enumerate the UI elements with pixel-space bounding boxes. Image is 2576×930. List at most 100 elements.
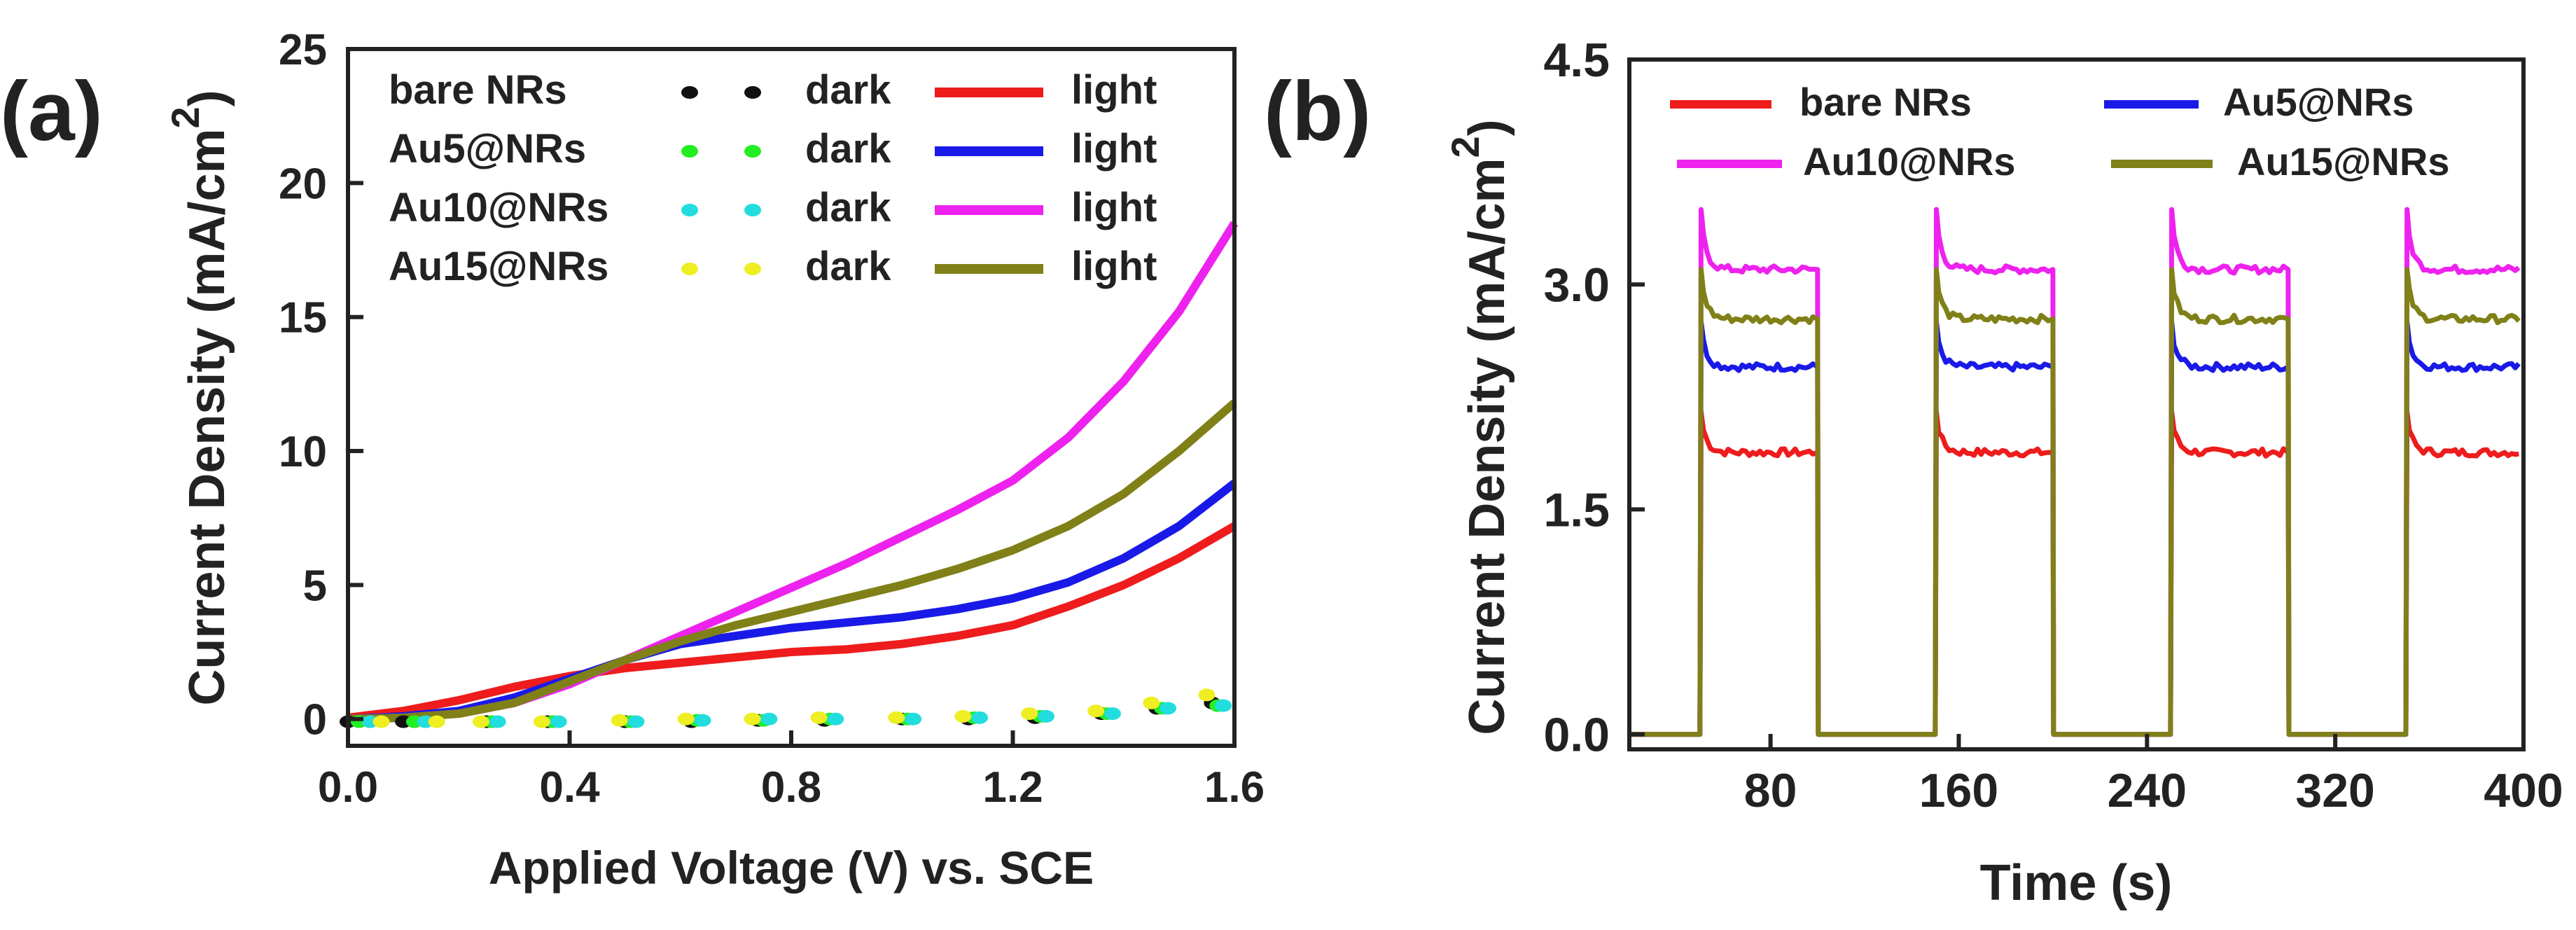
panel-a-dark-point — [1198, 688, 1216, 702]
panel-a-y-ticks: 0 5 10 15 20 25 — [279, 26, 363, 744]
panel-a-dark-point — [810, 711, 828, 724]
panel-a-y-tick-label: 5 — [303, 562, 327, 610]
panel-a-x-ticks: 0.0 0.4 0.8 1.2 1.6 — [318, 730, 1265, 812]
panel-a-dark-point — [1037, 709, 1054, 723]
panel-a-dark-point — [1103, 707, 1121, 721]
panel-a-light-line — [347, 399, 1237, 723]
panel-a-legend-light-label: light — [1071, 185, 1157, 230]
panel-b-y-tick-label: 1.5 — [1543, 483, 1610, 536]
panel-b-series-line — [1629, 207, 2521, 737]
panel-b-legend: bare NRs Au5@NRs Au10@NRs Au15@NRs — [1670, 80, 2450, 183]
panel-b-y-tick-label: 4.5 — [1543, 34, 1610, 87]
panel-b-y-tick-label: 3.0 — [1543, 258, 1610, 312]
panel-a-legend: bare NRs dark light Au5@NRs dark light Au10@NR… — [389, 67, 1157, 289]
panel-b-x-tick-label: 80 — [1744, 764, 1797, 817]
panel-b-series-line — [1629, 409, 2519, 737]
panel-a: (a) 0.0 0.4 0.8 1.2 1.6 0 5 10 15 20 25 Applied V… — [0, 26, 1265, 894]
panel-a-dark-point — [533, 715, 550, 728]
panel-a-legend-sample: Au15@NRs — [389, 244, 608, 289]
panel-a-legend-dark-marker — [681, 86, 698, 99]
panel-a-x-tick-label: 0.4 — [539, 763, 600, 812]
panel-a-dark-point — [760, 712, 778, 726]
panel-a-x-tick-label: 0.0 — [318, 763, 378, 812]
panel-a-dark-point — [489, 715, 506, 728]
panel-a-dark-point — [905, 712, 922, 726]
panel-a-y-tick-label: 10 — [279, 428, 327, 476]
panel-a-legend-dark-label: dark — [805, 185, 891, 230]
panel-b-label: (b) — [1264, 64, 1371, 158]
panel-a-dark-point — [1160, 702, 1177, 715]
panel-b-legend-label: bare NRs — [1799, 80, 1972, 124]
panel-a-light-curves — [347, 221, 1239, 723]
panel-a-legend-dark-label: dark — [805, 67, 891, 113]
panel-a-dark-point — [1143, 696, 1160, 709]
panel-a-dark-point — [611, 714, 628, 727]
panel-a-dark-point — [1215, 699, 1232, 712]
panel-a-y-tick-label: 0 — [303, 696, 327, 744]
panel-b-y-axis-title-close: ) — [1459, 119, 1515, 136]
panel-a-legend-dark-label: dark — [805, 126, 891, 172]
panel-a-legend-dark-marker — [744, 145, 761, 158]
panel-b-series-line — [1629, 267, 2521, 737]
panel-a-legend-dark-marker — [744, 86, 761, 99]
panel-a-legend-light-label: light — [1071, 244, 1157, 289]
panel-b-y-axis-title: Current Density (mA/cm2) — [1443, 119, 1515, 735]
panel-a-legend-sample: Au10@NRs — [389, 185, 608, 230]
panel-a-legend-dark-marker — [681, 263, 698, 275]
panel-a-y-tick-label: 25 — [279, 26, 327, 74]
panel-a-legend-sample: Au5@NRs — [389, 126, 586, 172]
panel-a-y-axis-title: Current Density (mA/cm2) — [163, 90, 235, 705]
panel-a-legend-dark-marker — [681, 145, 698, 158]
panel-a-dark-point — [627, 715, 645, 728]
panel-a-dark-curves — [340, 688, 1232, 728]
panel-a-dark-point — [428, 715, 445, 728]
panel-a-dark-point — [1087, 705, 1105, 718]
panel-a-legend-light-label: light — [1071, 67, 1157, 113]
panel-b-x-ticks: 80 160 240 320 400 — [1744, 734, 2563, 817]
panel-b: (b) 80 160 240 320 400 0.0 1.5 3.0 4.5 Time (s)… — [1264, 34, 2563, 911]
panel-b-series-line — [1629, 319, 2521, 737]
panel-a-dark-point — [954, 709, 972, 723]
panel-b-x-tick-label: 400 — [2484, 764, 2563, 817]
panel-a-legend-dark-marker — [744, 204, 761, 216]
panel-a-label: (a) — [0, 64, 103, 158]
panel-a-y-tick-label: 20 — [279, 160, 327, 208]
panel-a-x-tick-label: 0.8 — [761, 763, 821, 812]
panel-a-dark-point — [744, 712, 761, 726]
panel-a-dark-point — [550, 715, 567, 728]
panel-b-y-axis-title-main: Current Density (mA/cm — [1459, 158, 1515, 735]
panel-a-x-tick-label: 1.6 — [1204, 763, 1265, 812]
panel-a-dark-point — [888, 711, 905, 724]
panel-b-legend-label: Au10@NRs — [1803, 139, 2016, 183]
panel-b-y-tick-label: 0.0 — [1543, 709, 1610, 762]
panel-a-dark-point — [971, 711, 989, 724]
panel-b-legend-label: Au15@NRs — [2237, 139, 2450, 183]
panel-a-legend-light-label: light — [1071, 126, 1157, 172]
panel-b-y-axis-title-sup: 2 — [1443, 136, 1487, 158]
panel-b-x-axis-title: Time (s) — [1980, 855, 2173, 911]
panel-a-legend-sample: bare NRs — [389, 67, 567, 113]
panel-a-legend-dark-label: dark — [805, 244, 891, 289]
panel-a-dark-point — [827, 712, 844, 726]
panel-a-dark-point — [373, 715, 390, 728]
panel-a-y-axis-title-sup: 2 — [163, 106, 207, 128]
panel-a-y-tick-label: 15 — [279, 294, 327, 342]
panel-a-legend-dark-marker — [744, 263, 761, 275]
panel-a-light-line — [347, 480, 1237, 723]
panel-a-x-axis-title: Applied Voltage (V) vs. SCE — [489, 842, 1094, 894]
panel-a-dark-point — [472, 715, 489, 728]
panel-b-legend-label: Au5@NRs — [2223, 80, 2414, 124]
panel-b-curves — [1629, 207, 2521, 737]
panel-a-dark-point — [1021, 707, 1038, 721]
panel-b-x-tick-label: 160 — [1919, 764, 1998, 817]
panel-b-y-ticks: 0.0 1.5 3.0 4.5 — [1543, 34, 1645, 762]
panel-a-dark-point — [694, 714, 711, 727]
panel-b-x-tick-label: 240 — [2108, 764, 2187, 817]
panel-b-x-tick-label: 320 — [2295, 764, 2374, 817]
panel-b-plot-frame — [1627, 57, 2526, 751]
panel-a-y-axis-title-main: Current Density (mA/cm — [179, 128, 235, 705]
panel-a-y-axis-title-close: ) — [179, 90, 235, 106]
panel-a-dark-point — [677, 712, 695, 726]
panel-a-x-tick-label: 1.2 — [982, 763, 1043, 812]
